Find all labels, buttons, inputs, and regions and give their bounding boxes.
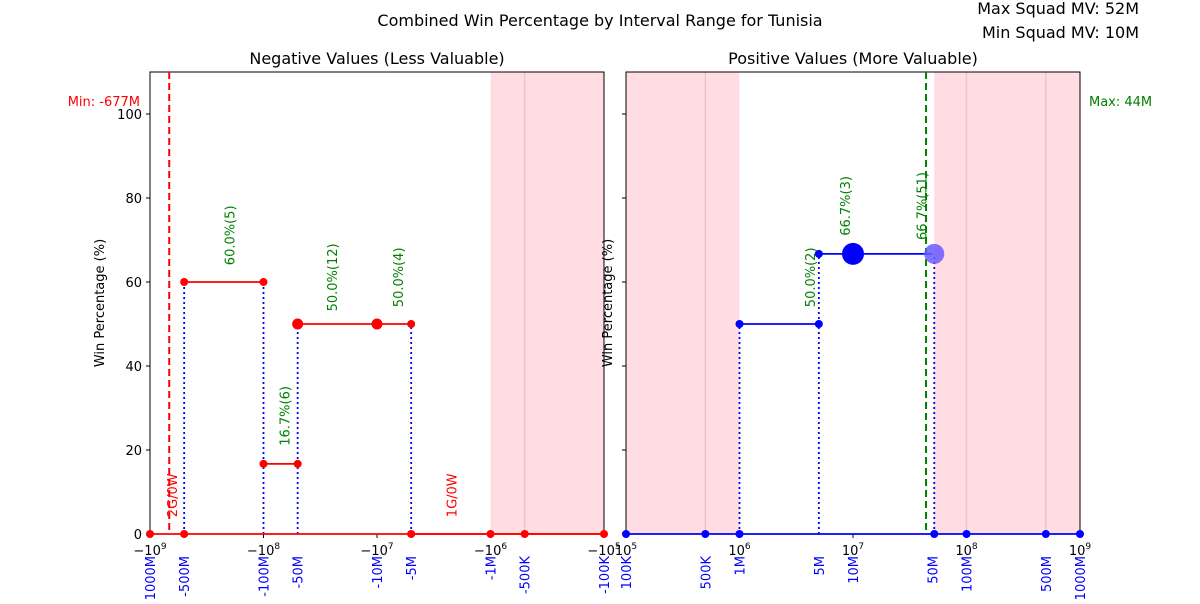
pos-annotation-2: 66.7%(51) — [915, 172, 930, 240]
pos-max-label: Max: 44M — [1089, 95, 1152, 110]
pos-point-8 — [930, 530, 939, 538]
pos-shaded-range-1 — [934, 72, 1080, 534]
neg-point-11 — [520, 530, 529, 538]
neg-annotation-4: 2G/0W — [166, 473, 181, 517]
pos-bottom-label-7: 500M — [1040, 556, 1055, 592]
neg-bottom-label-6: -1M — [485, 556, 500, 580]
positive-values-panel: Positive Values (More Valuable) Win Perc… — [601, 49, 1152, 600]
pos-bottom-label-4: 10M — [847, 556, 862, 584]
pos-bottom-label-8: 1000M — [1074, 556, 1089, 600]
pos-point-4 — [814, 320, 823, 328]
neg-point-1 — [180, 530, 189, 538]
pos-bottom-label-0: 100K — [620, 556, 635, 590]
max-squad-mv-label: Max Squad MV: 52M — [977, 0, 1139, 18]
pos-point-9 — [962, 530, 971, 538]
pos-bottom-label-1: 500K — [699, 556, 714, 590]
chart-title: Combined Win Percentage by Interval Rang… — [377, 11, 822, 30]
pos-annotation-0: 50.0%(2) — [804, 247, 819, 307]
neg-bottom-label-2: -100M — [258, 556, 273, 597]
pos-annotation-1: 66.7%(3) — [839, 176, 854, 236]
pos-point-6 — [842, 242, 864, 265]
negative-panel-ylabel: Win Percentage (%) — [93, 239, 108, 367]
pos-point-11 — [1076, 530, 1084, 538]
neg-ytick-label-5: 100 — [117, 108, 142, 123]
neg-point-6 — [292, 318, 304, 330]
positive-panel-title: Positive Values (More Valuable) — [728, 49, 978, 68]
pos-xtick-label-1: 106 — [728, 542, 751, 559]
neg-xtick-label-2: −107 — [360, 542, 393, 559]
pos-xtick-label-3: 108 — [955, 542, 978, 559]
neg-bottom-label-4: -10M — [371, 556, 386, 588]
neg-point-7 — [371, 318, 383, 330]
neg-bottom-label-5: -5M — [405, 556, 420, 580]
neg-ytick-label-1: 20 — [125, 444, 142, 459]
pos-bottom-label-5: 50M — [926, 556, 941, 584]
pos-bottom-label-3: 5M — [813, 556, 828, 576]
neg-bottom-label-7: -500K — [519, 556, 534, 595]
neg-point-4 — [259, 459, 268, 468]
neg-annotation-1: 16.7%(6) — [279, 386, 294, 446]
pos-point-3 — [735, 320, 744, 328]
positive-panel-ylabel: Win Percentage (%) — [601, 239, 616, 367]
pos-bottom-label-6: 100M — [961, 556, 976, 592]
neg-point-5 — [293, 459, 302, 468]
pos-shaded-range-0 — [626, 72, 740, 534]
neg-annotation-5: 1G/0W — [446, 473, 461, 517]
pos-bottom-label-2: 1M — [734, 556, 749, 576]
neg-bottom-label-3: -50M — [292, 556, 307, 588]
neg-xtick-label-0: −109 — [133, 542, 166, 559]
pos-xtick-label-4: 109 — [1069, 542, 1092, 559]
pos-xtick-label-0: 105 — [615, 542, 637, 559]
pos-point-7 — [924, 243, 945, 264]
neg-ytick-label-2: 40 — [125, 360, 142, 375]
neg-shaded-range-0 — [490, 72, 604, 534]
neg-bottom-label-0: -1000M — [144, 556, 159, 600]
pos-point-0 — [622, 530, 630, 538]
neg-point-2 — [180, 278, 189, 286]
pos-point-2 — [735, 530, 744, 538]
neg-bottom-label-8: -100K — [598, 556, 613, 595]
pos-xtick-label-2: 107 — [842, 542, 864, 559]
neg-annotation-0: 60.0%(5) — [223, 205, 238, 265]
neg-xtick-label-1: −108 — [247, 542, 280, 559]
pos-point-5 — [814, 249, 823, 258]
neg-annotation-3: 50.0%(4) — [392, 247, 407, 307]
negative-values-panel: Negative Values (Less Valuable) Win Perc… — [68, 49, 621, 604]
neg-point-0 — [146, 530, 154, 538]
neg-point-12 — [600, 530, 608, 538]
pos-point-1 — [701, 530, 710, 538]
neg-point-8 — [407, 320, 416, 328]
neg-ytick-label-3: 60 — [125, 276, 142, 291]
neg-annotation-2: 50.0%(12) — [326, 243, 341, 311]
neg-ytick-label-0: 0 — [134, 528, 142, 543]
neg-xtick-label-4: −105 — [587, 542, 620, 559]
neg-ytick-label-4: 80 — [125, 192, 142, 207]
pos-point-10 — [1041, 530, 1050, 538]
min-squad-mv-label: Min Squad MV: 10M — [982, 23, 1139, 42]
neg-point-9 — [407, 530, 416, 538]
neg-point-3 — [259, 278, 268, 286]
neg-min-label: Min: -677M — [68, 95, 140, 110]
neg-xtick-label-3: −106 — [474, 542, 507, 559]
neg-point-10 — [486, 530, 495, 538]
neg-bottom-label-1: -500M — [178, 556, 193, 597]
negative-panel-title: Negative Values (Less Valuable) — [249, 49, 504, 68]
